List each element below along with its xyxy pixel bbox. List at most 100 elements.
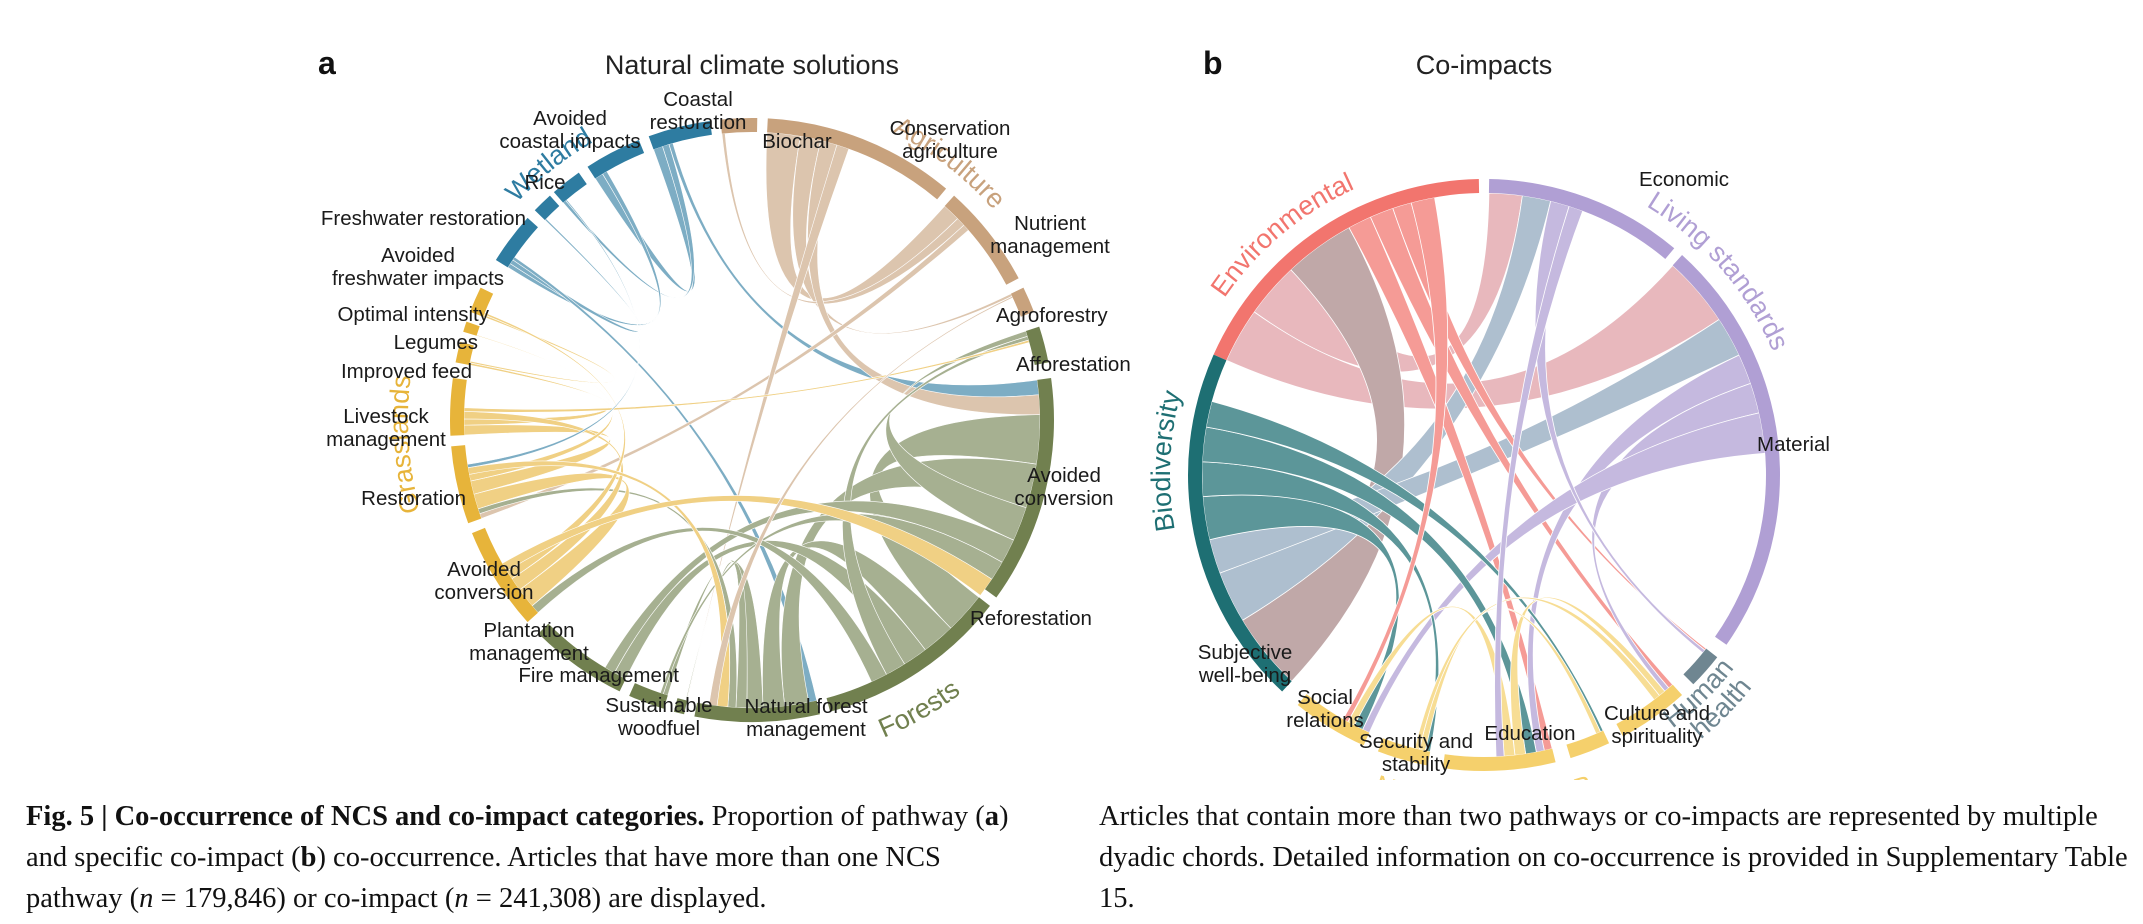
- caption-n: n: [139, 883, 154, 914]
- chord: [1201, 426, 1537, 755]
- chord: [463, 424, 611, 495]
- pathway-arc-improved-feed: [455, 341, 474, 366]
- chord: [1369, 207, 1674, 689]
- chord: [1494, 205, 1584, 758]
- chord: [479, 224, 969, 519]
- category-arc-non-material-hwb-social-relations: [1377, 738, 1431, 766]
- pathway-label-grasslands-avoided-conversion: Avoided conversion: [434, 558, 533, 604]
- pathway-label-wetland-avoided-coastal-impacts: Avoided coastal impacts: [499, 107, 640, 153]
- pathway-arc-avoided-conversion: [984, 377, 1054, 598]
- figure-caption-left: Fig. 5 | Co-occurrence of NCS and co-imp…: [26, 796, 1016, 919]
- pathway-label-forests-afforestation: Afforestation: [1016, 353, 1131, 376]
- category-arc-living-standards-material: [1672, 255, 1780, 645]
- category-arc-non-material-hwb-education: [1566, 730, 1610, 759]
- category-arc-non-material-hwb-culture-and-spirituality: [1616, 684, 1683, 737]
- caption-text: = 241,308) are displayed.: [468, 883, 767, 914]
- caption-figure-title: Fig. 5 | Co-occurrence of NCS and co-imp…: [26, 801, 705, 832]
- category-label-economic: Economic: [1639, 168, 1729, 191]
- caption-text: = 179,846) or co-impact (: [153, 883, 455, 914]
- pathway-arc-conservation-agriculture: [767, 118, 947, 200]
- chord: [531, 527, 887, 683]
- caption-text: ) co-occurrence. Articles that have more…: [26, 842, 941, 914]
- pathway-label-forests-natural-forest-management: Natural forest management: [744, 695, 867, 741]
- pathway-arc-rice: [553, 172, 587, 203]
- pathway-label-forests-plantation-management: Plantation management: [469, 619, 589, 665]
- category-arc-non-material-hwb-subjective-well-being: [1297, 694, 1370, 746]
- pathway-arc-afforestation: [1025, 326, 1049, 366]
- chord: [1205, 400, 1604, 733]
- category-arc-environmental: [1213, 179, 1480, 361]
- category-arc-non-material-hwb-security-and-stability: [1442, 748, 1556, 771]
- figure-caption-right: Articles that contain more than two path…: [1099, 801, 2128, 914]
- caption-ref-a: a: [984, 801, 999, 832]
- pathway-label-grasslands-improved-feed: Improved feed: [341, 360, 472, 383]
- pathway-arc-nutrient-management: [944, 195, 1019, 285]
- caption-n: n: [454, 883, 469, 914]
- pathway-label-grasslands-legumes: Legumes: [394, 331, 478, 354]
- pathway-label-wetland-freshwater-restoration: Freshwater restoration: [321, 207, 526, 230]
- pathway-label-wetland-coastal-restoration: Coastal restoration: [650, 88, 747, 134]
- category-label-culture-and-spirituality: Culture and spirituality: [1604, 702, 1710, 748]
- pathway-label-agriculture-nutrient-management: Nutrient management: [990, 212, 1110, 258]
- pathway-label-agriculture-biochar: Biochar: [762, 130, 832, 153]
- category-label-subjective-well-being: Subjective well-being: [1198, 641, 1293, 687]
- caption-ref-b: b: [300, 842, 317, 873]
- caption-text: ) and specific co-impact (: [26, 801, 1009, 873]
- chord: [1241, 226, 1405, 682]
- chord: [469, 314, 615, 384]
- pathway-label-grasslands-optimal-intensity: Optimal intensity: [337, 303, 489, 326]
- panel-a-title: Natural climate solutions: [605, 50, 899, 80]
- pathway-arc-livestock-management: [449, 377, 467, 436]
- category-label-material: Material: [1757, 433, 1830, 456]
- chord: [512, 256, 818, 703]
- pathway-label-grasslands-restoration: Restoration: [361, 487, 466, 510]
- pathway-label-agriculture-agroforestry: Agroforestry: [996, 304, 1108, 327]
- pathway-label-agriculture-conservation-agriculture: Conservation agriculture: [890, 117, 1011, 163]
- pathway-arc-natural-forest-management: [694, 700, 820, 722]
- panel-b-title: Co-impacts: [1416, 50, 1553, 80]
- chord: [463, 339, 1030, 413]
- pathway-label-forests-sustainable-woodfuel: Sustainable woodfuel: [605, 694, 712, 740]
- chord-diagram-a: Wetland AgricultureForestsGrasslandsCoast…: [321, 88, 1131, 743]
- pathway-label-forests-fire-management: Fire management: [518, 664, 679, 687]
- pathway-label-forests-avoided-conversion: Avoided conversion: [1014, 464, 1113, 510]
- pathway-arc-plantation-management: [538, 623, 626, 692]
- category-label-security-and-stability: Security and stability: [1359, 730, 1473, 776]
- pathway-arc-avoided-freshwater-impacts: [495, 217, 538, 268]
- pathway-arc-agroforestry: [1010, 287, 1034, 317]
- chord: [468, 334, 613, 482]
- group-label-biodiversity: Biodiversity: [1146, 387, 1187, 534]
- category-label-social-relations: Social relations: [1286, 686, 1364, 732]
- pathway-arc-restoration: [451, 445, 482, 524]
- figure-canvas: a Natural climate solutions Wetland Agric…: [318, 45, 1830, 780]
- pathway-arc-sustainable-woodfuel: [673, 698, 688, 715]
- pathway-arc-coastal-restoration: [648, 120, 712, 150]
- pathway-arc-optimal-intensity: [470, 287, 494, 317]
- chord: [869, 414, 1041, 629]
- pathway-arc-fire-management: [629, 683, 668, 709]
- pathway-label-forests-reforestation: Reforestation: [970, 607, 1092, 630]
- pathway-label-grasslands-livestock-management: Livestock management: [326, 405, 446, 451]
- panel-a-letter: a: [318, 45, 336, 81]
- chord: [1510, 596, 1666, 756]
- chord: [562, 143, 695, 299]
- pathway-label-wetland-rice: Rice: [524, 171, 565, 194]
- category-arc-living-standards-economic: [1488, 179, 1675, 259]
- category-arc-human-health: [1683, 648, 1718, 685]
- pathway-arc-legumes: [463, 321, 480, 336]
- pathway-arc-avoided-coastal-impacts: [587, 139, 645, 179]
- chord: [762, 540, 952, 709]
- panel-b-letter: b: [1203, 45, 1223, 81]
- category-label-education: Education: [1484, 722, 1575, 745]
- chord: [685, 561, 748, 709]
- chord: [792, 135, 1013, 335]
- pathway-arc-reforestation: [826, 597, 990, 712]
- caption-text: Proportion of pathway (: [704, 801, 985, 832]
- pathway-arc-biochar: [720, 118, 758, 134]
- pathway-arc-freshwater-restoration: [534, 195, 560, 220]
- category-arc-biodiversity: [1188, 354, 1292, 692]
- pathway-label-wetland-avoided-freshwater-impacts: Avoided freshwater impacts: [332, 244, 504, 290]
- chords-b: [1201, 192, 1766, 758]
- pathway-arc-avoided-conversion: [471, 527, 538, 623]
